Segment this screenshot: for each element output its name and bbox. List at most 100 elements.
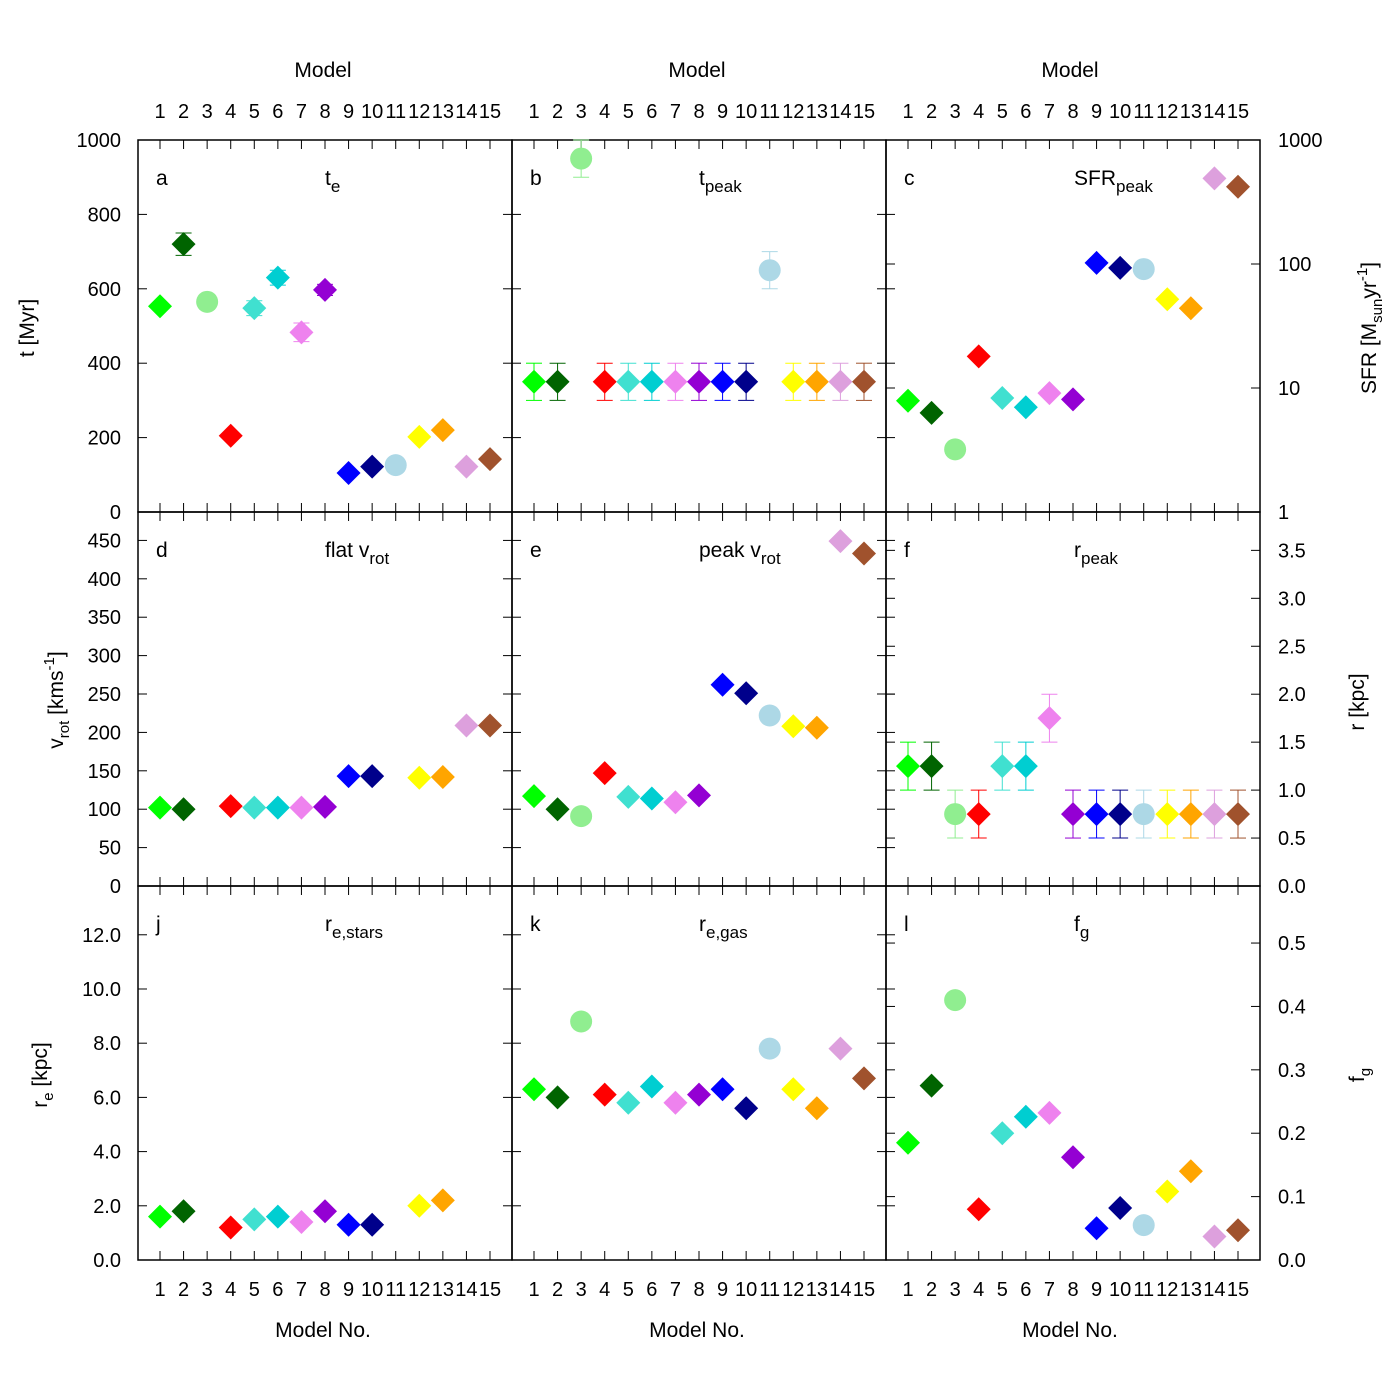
point-a-model-12 (407, 424, 432, 449)
x-tick-label-bottom: 3 (950, 1279, 961, 1301)
x-tick-label-bottom: 13 (806, 1279, 828, 1301)
x-tick-label-top: 5 (997, 101, 1008, 123)
point-f-model-9 (1084, 802, 1109, 827)
point-a-model-7 (289, 320, 314, 345)
x-tick-label-top: 11 (385, 101, 406, 123)
point-j-model-8 (313, 1199, 337, 1224)
y-tick-label-left: 1000 (77, 130, 122, 152)
point-b-model-6 (639, 369, 664, 394)
panel-letter-a: a (156, 167, 168, 190)
x-tick-label-bottom: 7 (296, 1279, 307, 1301)
x-tick-label-top: 9 (343, 101, 354, 123)
x-tick-label-top: 15 (1227, 101, 1249, 123)
point-c-model-1 (896, 388, 920, 413)
point-k-model-5 (616, 1090, 641, 1115)
point-l-model-5 (990, 1121, 1015, 1146)
y-tick-label-right: 1.5 (1278, 732, 1306, 754)
y-tick-label-left: 50 (99, 838, 121, 860)
x-tick-label-bottom: 11 (1133, 1279, 1154, 1301)
x-tick-label-bottom: 11 (385, 1279, 406, 1301)
point-c-model-10 (1108, 255, 1133, 280)
x-tick-label-bottom: 12 (408, 1279, 430, 1301)
x-tick-label-bottom: 6 (272, 1279, 283, 1301)
x-tick-label-bottom: 2 (552, 1279, 563, 1301)
x-tick-label-top: 5 (623, 101, 634, 123)
y-tick-label-left: 6.0 (93, 1087, 121, 1109)
point-b-model-7 (663, 369, 688, 394)
y-tick-label-right: 1 (1278, 502, 1289, 524)
x-tick-label-bottom: 13 (432, 1279, 454, 1301)
point-e-model-12 (781, 714, 806, 739)
point-l-model-14 (1202, 1224, 1227, 1249)
y-tick-label-left: 250 (88, 684, 121, 706)
point-d-model-14 (454, 713, 479, 738)
point-k-model-12 (781, 1077, 806, 1102)
point-j-model-7 (289, 1210, 314, 1235)
top-axis-title-col2: Model (668, 59, 725, 82)
point-b-model-3 (570, 147, 593, 170)
top-axis-title-col3: Model (1041, 59, 1098, 82)
x-tick-label-top: 8 (1067, 101, 1078, 123)
point-l-model-1 (896, 1130, 920, 1155)
x-tick-label-top: 11 (759, 101, 780, 123)
point-d-model-13 (430, 764, 455, 789)
point-l-model-2 (919, 1073, 944, 1098)
point-e-model-8 (687, 783, 711, 808)
x-tick-label-top: 3 (576, 101, 587, 123)
point-e-model-15 (852, 541, 876, 566)
y-tick-label-right: 0.5 (1278, 828, 1306, 850)
point-b-model-12 (781, 369, 806, 394)
point-e-model-10 (734, 681, 759, 706)
y-tick-label-right: 0.3 (1278, 1060, 1306, 1082)
x-tick-label-bottom: 3 (576, 1279, 587, 1301)
point-f-model-3 (944, 803, 967, 826)
point-c-model-9 (1084, 250, 1109, 275)
point-k-model-4 (592, 1082, 617, 1107)
y-tick-label-left: 4.0 (93, 1142, 121, 1164)
point-a-model-14 (454, 454, 479, 479)
x-tick-label-top: 3 (202, 101, 213, 123)
y2-axis-title-fg: fg (1346, 1068, 1374, 1082)
point-d-model-9 (336, 764, 361, 789)
y-tick-label-right: 2.5 (1278, 636, 1306, 658)
x-tick-label-bottom: 10 (735, 1279, 757, 1301)
point-c-model-7 (1037, 381, 1062, 406)
point-e-model-7 (663, 790, 688, 815)
point-a-model-10 (360, 454, 385, 479)
point-d-model-6 (265, 795, 290, 820)
x-tick-label-top: 10 (735, 101, 757, 123)
y2-axis-title-r: r [kpc] (1346, 673, 1369, 730)
y-tick-label-right: 10 (1278, 378, 1300, 400)
x-tick-label-bottom: 11 (759, 1279, 780, 1301)
x-tick-label-bottom: 8 (319, 1279, 330, 1301)
y-tick-label-right: 0.2 (1278, 1123, 1306, 1145)
point-c-model-13 (1178, 296, 1203, 321)
point-k-model-8 (687, 1082, 711, 1107)
x-tick-label-top: 15 (479, 101, 501, 123)
point-e-model-3 (570, 805, 593, 828)
x-tick-label-top: 2 (178, 101, 189, 123)
x-tick-label-top: 14 (829, 101, 851, 123)
point-a-model-8 (313, 277, 337, 302)
point-j-model-2 (171, 1199, 196, 1224)
point-a-model-3 (196, 290, 219, 313)
panel-frame (885, 885, 1261, 1261)
y-tick-label-left: 10.0 (82, 979, 121, 1001)
point-j-model-5 (242, 1207, 267, 1232)
point-b-model-14 (828, 369, 853, 394)
panel-letter-b: b (530, 167, 542, 190)
point-f-model-10 (1108, 802, 1133, 827)
y-axis-title-re: re [kpc] (29, 1042, 57, 1108)
point-d-model-5 (242, 795, 267, 820)
top-axis-title-col1: Model (294, 59, 351, 82)
x-tick-label-bottom: 1 (902, 1279, 913, 1301)
x-tick-label-top: 13 (806, 101, 828, 123)
panel-title-a: te (325, 167, 340, 196)
point-l-model-9 (1084, 1216, 1109, 1241)
y-tick-label-right: 2.0 (1278, 684, 1306, 706)
panel-title-b: tpeak (699, 167, 742, 196)
panel-frame (885, 139, 1261, 513)
x-tick-label-bottom: 15 (1227, 1279, 1249, 1301)
y-tick-label-left: 200 (88, 428, 121, 450)
axis-ticks (138, 139, 1260, 1261)
